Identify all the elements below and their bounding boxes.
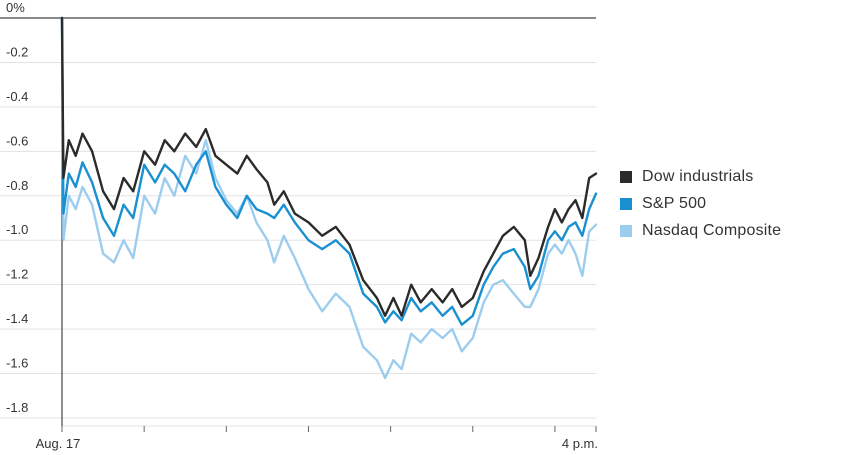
legend-item-dow: Dow industrials	[620, 163, 781, 190]
legend: Dow industrials S&P 500 Nasdaq Composite	[620, 163, 781, 244]
y-tick-label-1: -0.2	[6, 44, 28, 59]
y-tick-label-3: -0.6	[6, 133, 28, 148]
legend-swatch-sp500	[620, 197, 632, 210]
legend-label-sp500: S&P 500	[642, 194, 707, 212]
x-tick-label-7: 4 p.m.	[562, 436, 598, 451]
series-line-dow-industrials	[60, 16, 598, 317]
x-tick-label-0: Aug. 17	[36, 436, 81, 451]
legend-item-sp500: S&P 500	[620, 190, 781, 217]
legend-swatch-nasdaq	[620, 224, 632, 237]
gridlines	[0, 17, 596, 419]
series-lines	[60, 16, 598, 380]
legend-label-dow: Dow industrials	[642, 167, 754, 185]
y-axis-labels: 0% -0.2 -0.4 -0.6 -0.8 -1.0 -1.2 -1.4 -1.6 -1.8	[6, 0, 28, 415]
y-tick-label-8: -1.6	[6, 356, 28, 371]
y-tick-label-6: -1.2	[6, 267, 28, 282]
series-line-s-p-500	[60, 16, 598, 326]
y-tick-label-9: -1.8	[6, 400, 28, 415]
y-tick-label-2: -0.4	[6, 89, 28, 104]
y-tick-label-4: -0.8	[6, 178, 28, 193]
y-tick-label-5: -1.0	[6, 222, 28, 237]
legend-swatch-dow	[620, 170, 632, 183]
y-tick-label-7: -1.4	[6, 311, 28, 326]
legend-label-nasdaq: Nasdaq Composite	[642, 221, 782, 239]
series-line-nasdaq-composite	[60, 16, 598, 380]
y-tick-label-0: 0%	[6, 0, 25, 15]
x-axis: Aug. 17 4 p.m.	[36, 18, 598, 451]
legend-item-nasdaq: Nasdaq Composite	[620, 217, 781, 244]
